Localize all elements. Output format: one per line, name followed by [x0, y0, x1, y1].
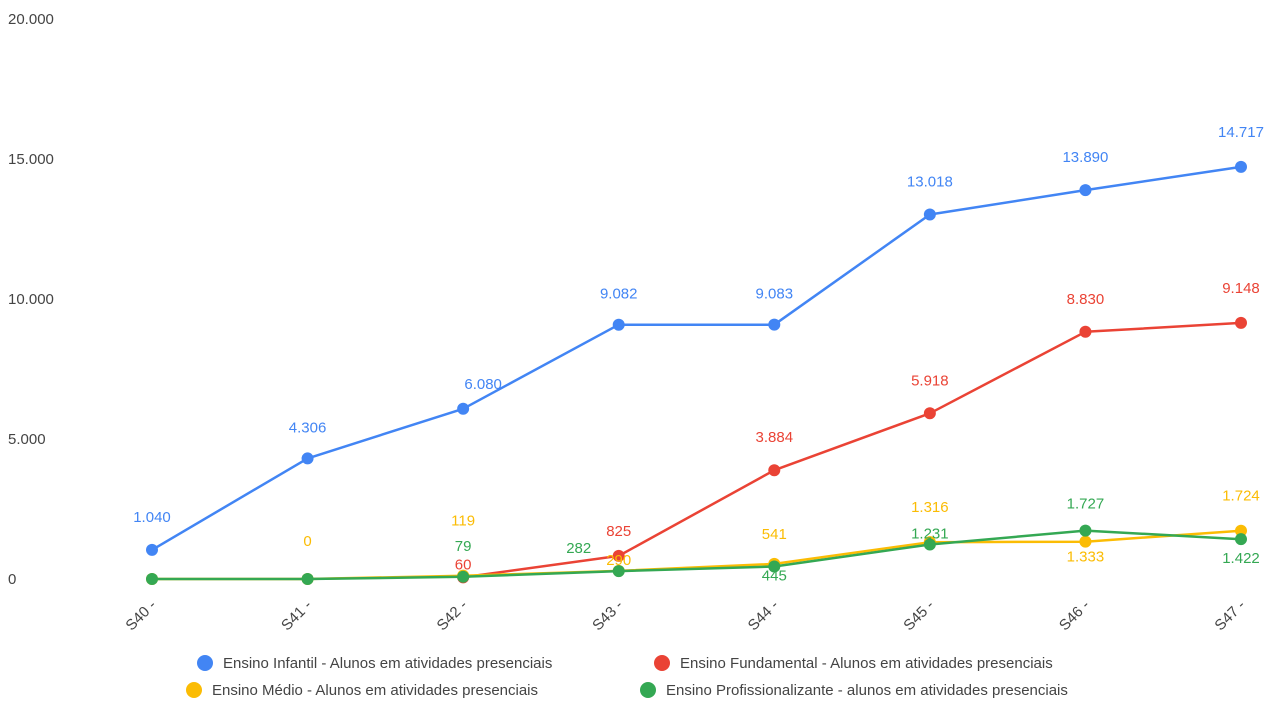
- data-point[interactable]: [923, 407, 936, 420]
- data-label: 9.148: [1222, 280, 1260, 297]
- y-axis: 0 5.000 10.000 15.000 20.000: [8, 11, 54, 588]
- data-point[interactable]: [301, 573, 314, 585]
- data-label: 445: [762, 568, 787, 585]
- data-point[interactable]: [768, 560, 781, 573]
- legend-label: Ensino Profissionalizante - alunos em at…: [666, 682, 1068, 699]
- data-label: 119: [451, 513, 475, 530]
- data-point[interactable]: [146, 573, 158, 585]
- data-label: 4.306: [289, 419, 327, 436]
- y-tick-label: 0: [8, 571, 16, 588]
- data-label: 5.918: [911, 372, 949, 389]
- legend-marker-icon: [197, 655, 213, 671]
- data-point[interactable]: [612, 565, 625, 578]
- x-tick-label: S44 -: [745, 597, 782, 634]
- y-tick-label: 15.000: [8, 151, 54, 168]
- data-label: 1.333: [1067, 549, 1105, 566]
- series-line: [150, 165, 1243, 552]
- data-point[interactable]: [1235, 524, 1247, 537]
- data-label: 1.727: [1067, 496, 1105, 513]
- legend-marker-icon: [640, 682, 656, 698]
- data-point[interactable]: [612, 318, 625, 331]
- data-label: 8.830: [1067, 291, 1105, 308]
- x-axis: S40 - S41 - S42 - S43 - S44 - S45 - S46 - S47 -: [122, 597, 1248, 634]
- data-label: 13.018: [907, 173, 953, 190]
- data-point[interactable]: [1235, 533, 1247, 546]
- data-point[interactable]: [1235, 316, 1247, 329]
- y-tick-label: 10.000: [8, 291, 54, 308]
- data-label: 825: [606, 523, 631, 540]
- data-label: 3.884: [756, 429, 794, 446]
- data-point[interactable]: [923, 538, 936, 551]
- data-point[interactable]: [768, 464, 781, 477]
- data-label: 1.422: [1222, 550, 1260, 567]
- data-labels: 1.040 4.306 6.080 9.082 9.083 13.018 13.890 14.…: [133, 124, 1264, 585]
- data-label: 0: [303, 533, 311, 550]
- data-label: 9.082: [600, 286, 638, 303]
- series-line: [461, 321, 1243, 579]
- data-label: 290: [606, 552, 631, 569]
- data-point[interactable]: [612, 549, 625, 562]
- data-label: 1.724: [1222, 488, 1260, 505]
- legend-label: Ensino Fundamental - Alunos em atividade…: [680, 655, 1053, 672]
- data-label: 9.083: [756, 286, 794, 303]
- legend-item[interactable]: Ensino Infantil - Alunos em atividades p…: [197, 655, 552, 672]
- data-point[interactable]: [1079, 524, 1092, 537]
- x-tick-label: S43 -: [589, 597, 626, 634]
- series-layer: [146, 160, 1247, 585]
- data-point[interactable]: [1079, 535, 1092, 548]
- y-tick-label: 5.000: [8, 431, 46, 448]
- data-point[interactable]: [457, 402, 470, 415]
- series-1: [146, 160, 1247, 556]
- data-point[interactable]: [301, 452, 314, 465]
- data-point[interactable]: [923, 208, 936, 221]
- legend-label: Ensino Infantil - Alunos em atividades p…: [223, 655, 552, 672]
- legend-label: Ensino Médio - Alunos em atividades pres…: [212, 682, 538, 699]
- x-tick-label: S42 -: [434, 597, 471, 634]
- x-tick-label: S41 -: [278, 597, 315, 634]
- data-label: 79: [455, 538, 472, 555]
- x-tick-label: S46 -: [1056, 597, 1093, 634]
- data-label: 1.040: [133, 509, 171, 526]
- legend-item[interactable]: Ensino Profissionalizante - alunos em at…: [640, 682, 1068, 699]
- data-point[interactable]: [768, 318, 781, 331]
- data-point[interactable]: [1079, 325, 1092, 338]
- data-label: 6.080: [464, 376, 502, 393]
- data-point[interactable]: [1235, 160, 1247, 173]
- series-4: [146, 524, 1247, 585]
- x-tick-label: S45 -: [900, 597, 937, 634]
- data-point[interactable]: [146, 543, 158, 556]
- series-line: [150, 529, 1243, 581]
- data-label: 282: [566, 540, 591, 557]
- legend-marker-icon: [654, 655, 670, 671]
- legend-item[interactable]: Ensino Fundamental - Alunos em atividade…: [654, 655, 1053, 672]
- legend-item[interactable]: Ensino Médio - Alunos em atividades pres…: [186, 682, 538, 699]
- data-label: 60: [455, 556, 472, 573]
- legend-marker-icon: [186, 682, 202, 698]
- data-label: 13.890: [1062, 149, 1108, 166]
- data-label: 1.231: [911, 526, 949, 543]
- x-tick-label: S47 -: [1211, 597, 1248, 634]
- data-label: 541: [762, 526, 787, 543]
- data-label: 1.316: [911, 499, 949, 516]
- data-point[interactable]: [457, 570, 470, 583]
- data-label: 14.717: [1218, 124, 1264, 141]
- data-point[interactable]: [1079, 184, 1092, 197]
- legend: Ensino Infantil - Alunos em atividades p…: [186, 655, 1068, 699]
- x-tick-label: S40 -: [122, 597, 159, 634]
- y-tick-label: 20.000: [8, 11, 54, 28]
